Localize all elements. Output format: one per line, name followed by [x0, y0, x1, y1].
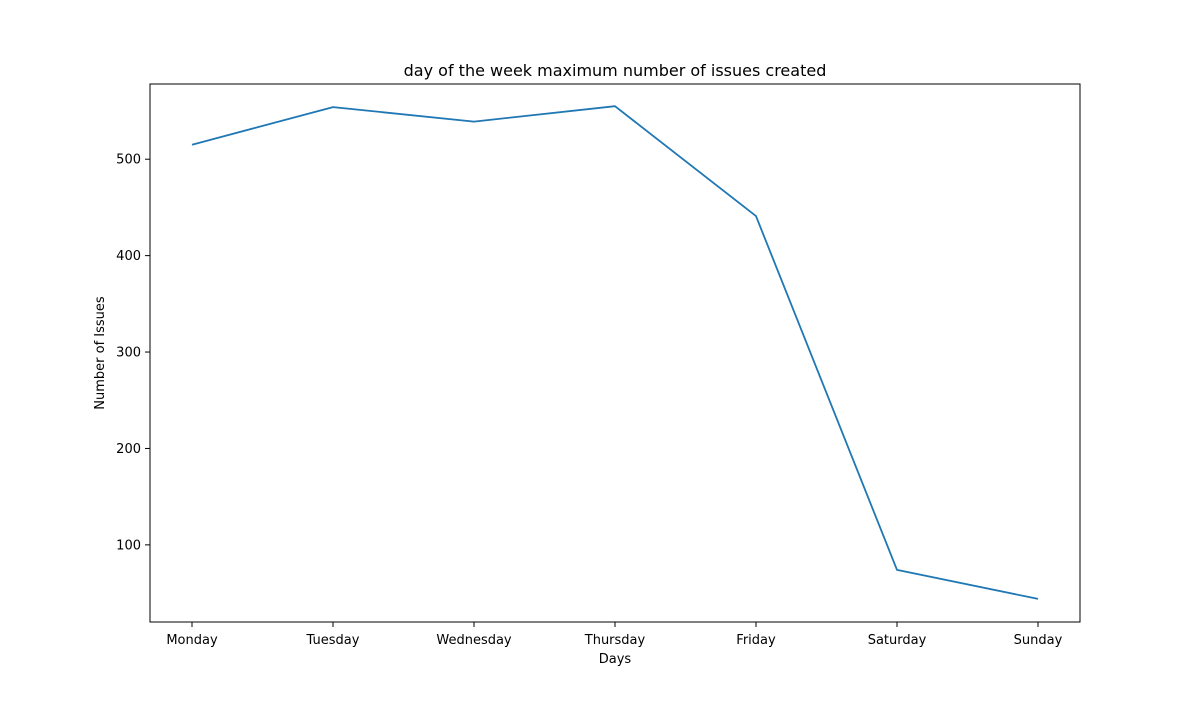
y-tick-label: 100 [116, 538, 141, 553]
plot-area-frame [149, 83, 1081, 623]
series-line [191, 105, 1039, 600]
y-tick-label: 500 [116, 153, 141, 168]
x-tick-label: Sunday [1014, 633, 1063, 648]
y-tick-label: 200 [116, 442, 141, 457]
x-tick-label: Monday [166, 633, 218, 648]
x-tick-label: Tuesday [306, 633, 360, 648]
x-tick-label: Thursday [584, 633, 646, 648]
y-tick-label: 400 [116, 249, 141, 264]
x-tick-label: Friday [736, 633, 776, 648]
y-tick-label: 300 [116, 346, 141, 361]
x-tick-label: Saturday [868, 633, 927, 648]
x-tick-label: Wednesday [436, 633, 512, 648]
x-axis-title: Days [599, 652, 632, 667]
y-axis-title: Number of Issues [93, 296, 108, 410]
chart-title: day of the week maximum number of issues… [404, 61, 827, 80]
